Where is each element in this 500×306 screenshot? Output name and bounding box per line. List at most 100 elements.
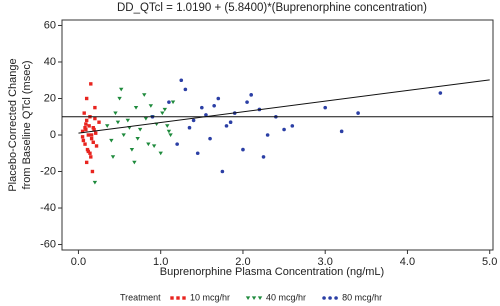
- point: [89, 155, 93, 159]
- point: [91, 125, 95, 130]
- point: [132, 160, 137, 165]
- point: [92, 180, 98, 185]
- point: [191, 118, 196, 123]
- point: [146, 142, 151, 147]
- point: [265, 133, 270, 137]
- point: [85, 147, 90, 152]
- point: [228, 120, 233, 125]
- point: [86, 133, 91, 137]
- x-tick-label: 5.0: [482, 256, 497, 268]
- point: [170, 100, 176, 105]
- point: [162, 107, 168, 112]
- point: [91, 140, 95, 145]
- point: [84, 96, 89, 101]
- point: [179, 78, 184, 83]
- point: [84, 160, 89, 165]
- point: [148, 104, 154, 108]
- point: [129, 148, 135, 152]
- point: [216, 96, 221, 101]
- legend-label: 10 mcg/hr: [190, 292, 230, 302]
- point: [87, 124, 91, 128]
- point: [80, 129, 85, 134]
- point: [249, 93, 253, 97]
- point: [160, 111, 165, 116]
- point: [212, 103, 216, 108]
- legend-label: 40 mcg/hr: [266, 292, 306, 302]
- point: [93, 116, 97, 121]
- point: [82, 111, 86, 115]
- y-tick-label: 40: [44, 56, 56, 68]
- regression-line: [78, 79, 490, 134]
- y-tick-label: -40: [40, 202, 56, 214]
- point: [290, 124, 295, 128]
- point: [81, 138, 86, 143]
- point: [323, 105, 328, 110]
- legend-marker: [251, 296, 257, 300]
- y-axis-label: Placebo-Corrected Change: [7, 58, 19, 191]
- point: [125, 118, 131, 123]
- legend-marker: [182, 296, 186, 300]
- point: [83, 125, 87, 130]
- legend-title: Treatment: [120, 292, 161, 302]
- point: [220, 169, 225, 174]
- point: [167, 100, 171, 104]
- chart-title: DD_QTcl = 1.0190 + (5.8400)*(Buprenorphi…: [117, 2, 427, 14]
- point: [89, 136, 94, 141]
- point: [204, 113, 208, 117]
- point: [183, 87, 188, 92]
- y-tick-label: -60: [40, 238, 56, 250]
- x-tick-label: 3.0: [318, 256, 333, 268]
- point: [110, 155, 116, 159]
- point: [175, 142, 179, 146]
- point: [97, 120, 101, 124]
- point: [92, 127, 96, 132]
- point: [165, 124, 170, 128]
- x-tick-label: 4.0: [400, 256, 415, 268]
- point: [195, 151, 200, 156]
- y-tick-label: 60: [44, 19, 56, 31]
- point: [261, 155, 266, 159]
- point: [94, 131, 98, 135]
- y-tick-label: 20: [44, 92, 56, 104]
- point: [88, 151, 92, 155]
- point: [356, 111, 360, 115]
- legend-marker: [176, 296, 180, 300]
- x-tick-label: 1.0: [153, 256, 168, 268]
- x-axis-label: Buprenorphine Plasma Concentration (ng/m…: [160, 266, 384, 278]
- point: [143, 116, 149, 121]
- point: [142, 93, 147, 97]
- point: [121, 133, 126, 137]
- point: [115, 120, 121, 125]
- point: [113, 111, 118, 116]
- plot-frame: [61, 19, 494, 251]
- point: [89, 82, 93, 86]
- point: [119, 87, 124, 92]
- point: [84, 127, 88, 132]
- point: [89, 133, 94, 137]
- point: [86, 149, 91, 154]
- point: [117, 96, 122, 101]
- point: [187, 125, 192, 130]
- point: [105, 124, 110, 128]
- point: [80, 135, 85, 139]
- legend-marker: [170, 296, 174, 300]
- legend-label: 80 mcg/hr: [342, 292, 382, 302]
- point: [200, 105, 204, 110]
- point: [282, 127, 286, 132]
- legend-marker: [245, 296, 251, 300]
- point: [241, 147, 245, 152]
- legend-marker: [257, 296, 263, 300]
- y-tick-label: -20: [40, 165, 56, 177]
- point: [224, 124, 229, 128]
- legend-marker: [328, 296, 332, 300]
- point: [84, 122, 88, 126]
- point: [137, 127, 143, 132]
- x-tick-label: 0.0: [71, 256, 86, 268]
- point: [135, 137, 140, 141]
- point: [133, 106, 139, 110]
- legend-marker: [322, 296, 326, 300]
- point: [158, 151, 163, 156]
- point: [94, 144, 99, 148]
- point: [93, 105, 97, 110]
